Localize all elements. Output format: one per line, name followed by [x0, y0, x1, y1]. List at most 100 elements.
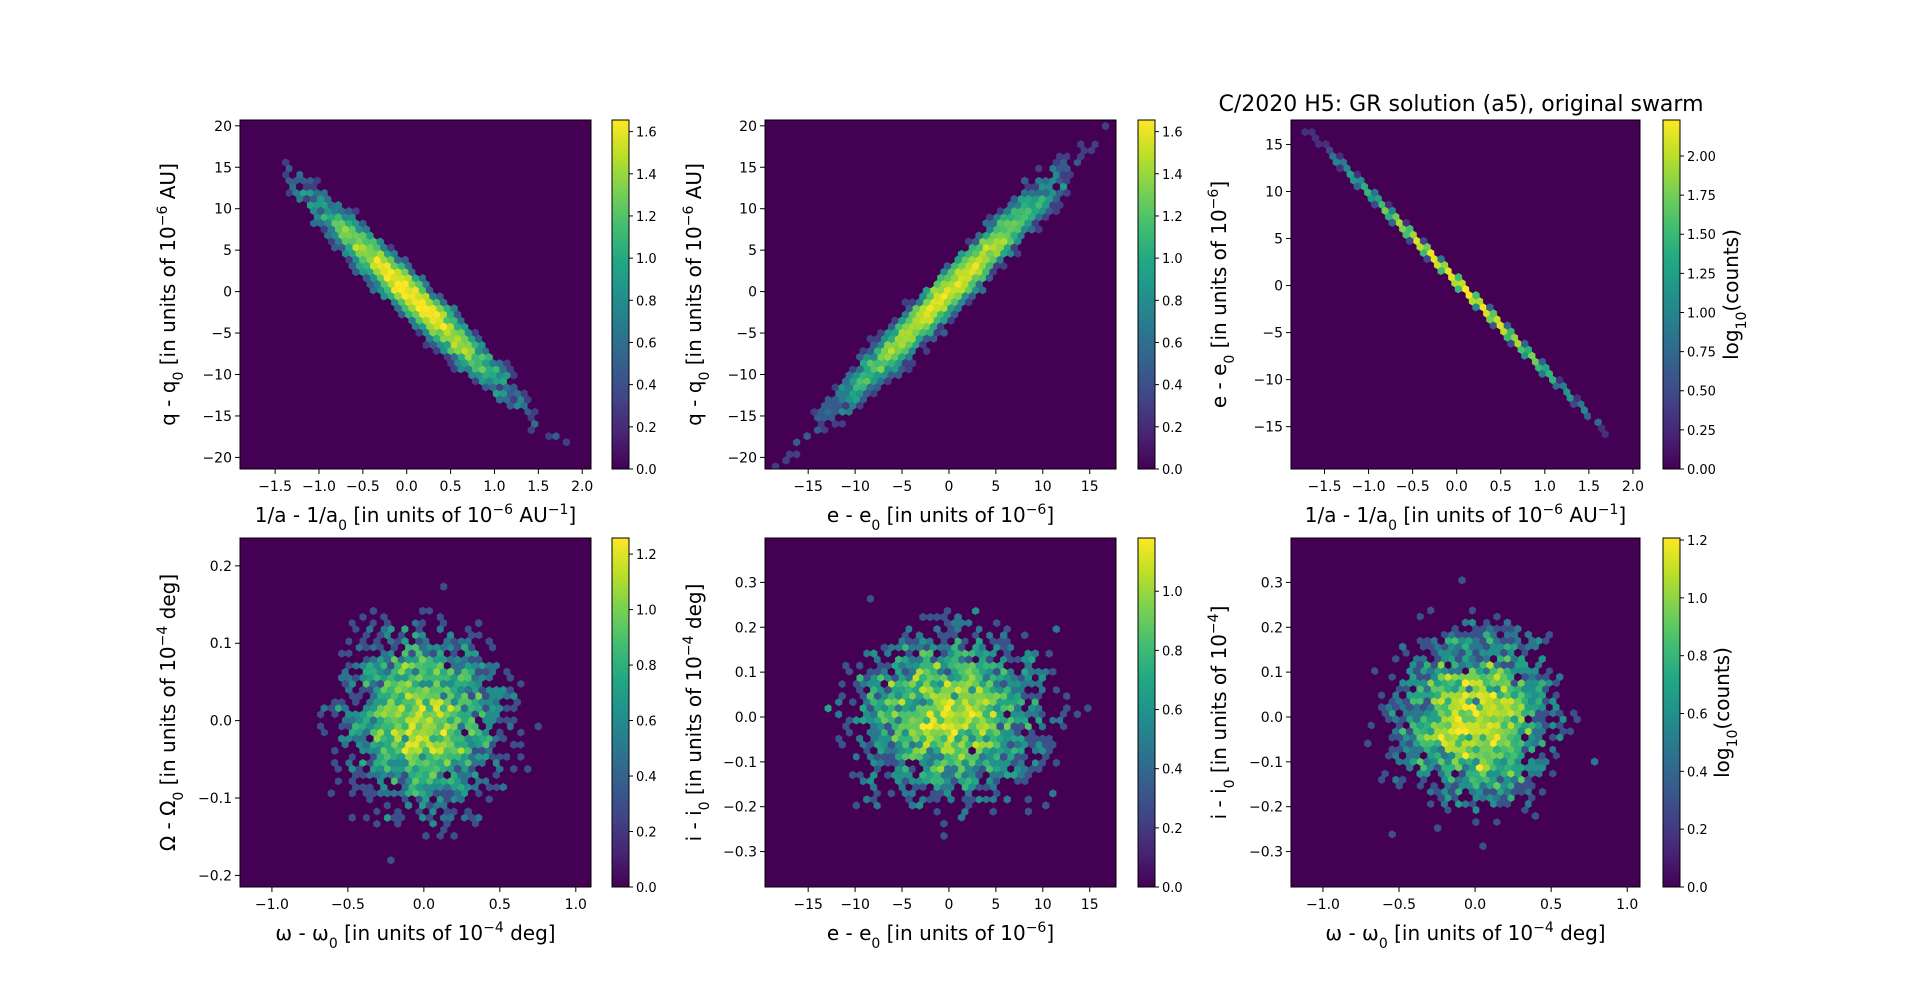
- hexbin-cell: [985, 679, 994, 689]
- hexbin-cell: [1510, 703, 1519, 712]
- hexbin-cell: [1472, 291, 1480, 300]
- hexbin-cell: [891, 600, 899, 610]
- hexbin-cell: [961, 243, 969, 252]
- hexbin-cell: [1531, 799, 1539, 809]
- hexbin-cell: [1406, 630, 1414, 639]
- hexbin-cell: [524, 764, 532, 774]
- hexbin-cell: [1437, 612, 1445, 621]
- x-tick-label: 0.5: [439, 479, 461, 495]
- hexbin-cell: [496, 395, 504, 404]
- hexbin-cell: [362, 752, 371, 762]
- hexbin-cell: [1556, 387, 1564, 397]
- y-tick-label: −0.3: [723, 845, 757, 861]
- hexbin-cell: [288, 170, 297, 179]
- hexbin-cell: [968, 734, 976, 743]
- hexbin-cell: [1542, 363, 1550, 373]
- hexbin-cell: [506, 685, 514, 695]
- hexbin-cell: [1556, 375, 1564, 385]
- hexbin-cell: [877, 637, 885, 646]
- colorbar-tick-label: 0.2: [1687, 823, 1708, 838]
- hexbin-cell: [838, 631, 846, 640]
- hexbin-cell: [1500, 793, 1508, 803]
- hexbin-cell: [1423, 805, 1431, 815]
- hexbin-cell: [1371, 200, 1379, 209]
- hexbin-cell: [1584, 624, 1592, 633]
- x-tick-label: 15: [1081, 897, 1099, 913]
- axes-frame: [1290, 537, 1641, 888]
- x-axis-label-part: ]: [1046, 921, 1054, 945]
- hexbin-cell: [1003, 649, 1011, 658]
- hexbin-cell: [369, 606, 378, 616]
- hexbin-cell: [464, 831, 472, 841]
- hexbin-cell: [1451, 769, 1459, 778]
- hexbin-cell: [1388, 793, 1396, 803]
- hexbin-cell: [1479, 612, 1487, 621]
- hexbin-cell: [317, 746, 325, 755]
- y-axis-label-part: [in units of 10: [682, 226, 706, 371]
- hexbin-cell: [369, 249, 378, 258]
- hexbin-cell: [436, 843, 444, 853]
- hexbin-cell: [1416, 769, 1424, 778]
- x-axis-label-part: 1/a - 1/a: [1305, 503, 1388, 527]
- hexbin-cell: [954, 292, 962, 301]
- hexbin-cell: [1458, 817, 1466, 827]
- hexbin-cell: [894, 704, 903, 713]
- hexbin-cell: [506, 401, 514, 410]
- hexbin-cell: [792, 661, 801, 670]
- hexbin-cell: [919, 624, 927, 634]
- colorbar-tick-label: 0.4: [1162, 763, 1183, 778]
- x-tick-label: −1.0: [302, 479, 336, 495]
- hexbin-cell: [1392, 715, 1400, 724]
- colorbar-tick-label: 1.75: [1687, 189, 1716, 204]
- hexbin-cell: [362, 643, 371, 652]
- hexbin-cell: [1556, 745, 1564, 754]
- hexbin-cell: [863, 661, 871, 670]
- hexbin-cell: [863, 710, 871, 719]
- hexbin-cell: [327, 225, 335, 234]
- x-tick-label: −1.5: [1307, 479, 1341, 495]
- hexbin-cell: [1346, 805, 1354, 815]
- colorbar-gradient: [1662, 537, 1681, 888]
- hexbin-cell: [929, 273, 938, 283]
- hexbin-cell: [1535, 648, 1543, 658]
- hexbin-cell: [425, 813, 434, 822]
- y-axis-label-part: [in units of 10: [1207, 634, 1231, 779]
- hexbin-cell: [352, 795, 360, 804]
- hexbin-cell: [901, 716, 910, 725]
- hexbin-cell: [1409, 588, 1417, 597]
- hexbin-cell: [478, 807, 486, 816]
- hexbin-cell: [803, 419, 811, 429]
- colorbar-label-part: log: [1710, 747, 1734, 778]
- hexbin-cell: [1423, 648, 1431, 658]
- hexbin-cell: [457, 685, 465, 695]
- hexbin-cell: [1577, 648, 1585, 658]
- hexbin-cell: [324, 710, 332, 719]
- hexbin-cell: [369, 776, 378, 786]
- hexbin-cell: [1406, 751, 1414, 760]
- hexbin-cell: [503, 618, 511, 628]
- hexbin-cell: [880, 618, 889, 628]
- hexbin-cell: [520, 746, 528, 755]
- y-tick-label: 5: [748, 243, 757, 259]
- hexbin-cell: [303, 170, 311, 179]
- hexbin-cell: [1461, 848, 1470, 857]
- hexbin-cell: [296, 758, 304, 768]
- hexbin-cells: [1301, 127, 1620, 445]
- y-axis-label-part: e - e: [1207, 364, 1231, 409]
- hexbin-cell: [1049, 667, 1057, 676]
- hexbin-cell: [387, 746, 395, 755]
- hexbin-cell: [390, 310, 399, 319]
- hexbin-cell: [1042, 188, 1050, 198]
- hexbin-cell: [1003, 600, 1011, 610]
- colorbar-tick-label: 0.4: [636, 770, 657, 785]
- hexbin-cell: [1545, 775, 1553, 784]
- hexbin-cell: [453, 618, 462, 628]
- y-tick-label: −0.1: [723, 755, 757, 771]
- hexbin-cell: [334, 825, 342, 835]
- hexbin-cell: [513, 770, 521, 780]
- hexbin-cell: [359, 819, 367, 828]
- hexbin-cell: [1374, 721, 1382, 730]
- hexbin-cell: [1444, 733, 1452, 742]
- hexbin-cell: [499, 697, 507, 707]
- hexbin-cell: [936, 716, 945, 725]
